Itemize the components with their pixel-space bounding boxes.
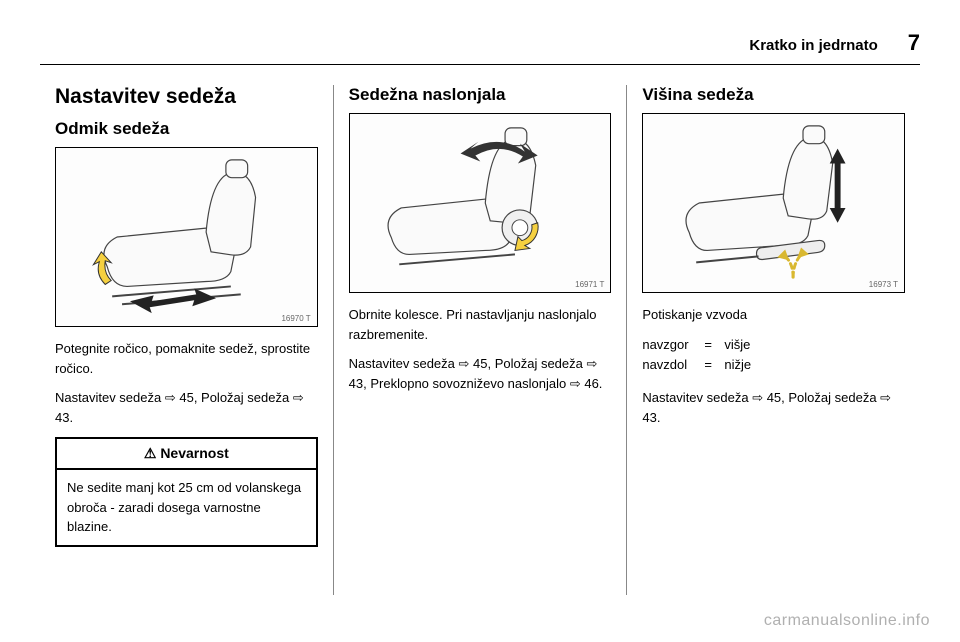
warning-text: Ne sedite manj kot 25 cm od volanskega o… xyxy=(57,470,316,545)
cross-reference: Nastavitev sedeža ⇨ 45, Položaj sedeža ⇨… xyxy=(349,354,612,393)
figure-id: 16971 T xyxy=(575,280,604,289)
page-header: Kratko in jedrnato 7 xyxy=(40,30,920,65)
figure-seat-slide: 16970 T xyxy=(55,147,318,327)
seat-height-diagram xyxy=(643,114,904,292)
figure-id: 16973 T xyxy=(869,280,898,289)
subtitle-seat-position: Odmik sedeža xyxy=(55,119,318,139)
content-columns: Nastavitev sedeža Odmik sedeža xyxy=(40,85,920,595)
column-3: Višina sedeža xyxy=(626,85,920,595)
definition-list: navzgor = višje navzdol = nižje xyxy=(642,335,905,377)
column-1: Nastavitev sedeža Odmik sedeža xyxy=(40,85,333,595)
instruction-text: Obrnite kolesce. Pri nastavljanju naslon… xyxy=(349,305,612,344)
def-row-up: navzgor = višje xyxy=(642,335,905,356)
backrest-diagram xyxy=(350,114,611,292)
column-2: Sedežna naslonjala 16 xyxy=(333,85,627,595)
section-name: Kratko in jedrnato xyxy=(749,37,877,54)
figure-seat-height: 16973 T xyxy=(642,113,905,293)
def-row-down: navzdol = nižje xyxy=(642,355,905,376)
instruction-text: Potegnite ročico, pomaknite sedež, spros… xyxy=(55,339,318,378)
watermark: carmanualsonline.info xyxy=(764,612,930,630)
danger-warning-box: ⚠ Nevarnost Ne sedite manj kot 25 cm od … xyxy=(55,437,318,547)
manual-page: Kratko in jedrnato 7 Nastavitev sedeža O… xyxy=(0,0,960,642)
instruction-text: Potiskanje vzvoda xyxy=(642,305,905,325)
subtitle-height: Višina sedeža xyxy=(642,85,905,105)
page-number: 7 xyxy=(908,30,920,56)
warning-heading: ⚠ Nevarnost xyxy=(57,439,316,470)
cross-reference: Nastavitev sedeža ⇨ 45, Položaj sedeža ⇨… xyxy=(55,388,318,427)
main-title: Nastavitev sedeža xyxy=(55,85,318,109)
cross-reference: Nastavitev sedeža ⇨ 45, Položaj sedeža ⇨… xyxy=(642,388,905,427)
figure-backrest: 16971 T xyxy=(349,113,612,293)
seat-slide-diagram xyxy=(56,148,317,326)
figure-id: 16970 T xyxy=(281,314,310,323)
subtitle-backrest: Sedežna naslonjala xyxy=(349,85,612,105)
